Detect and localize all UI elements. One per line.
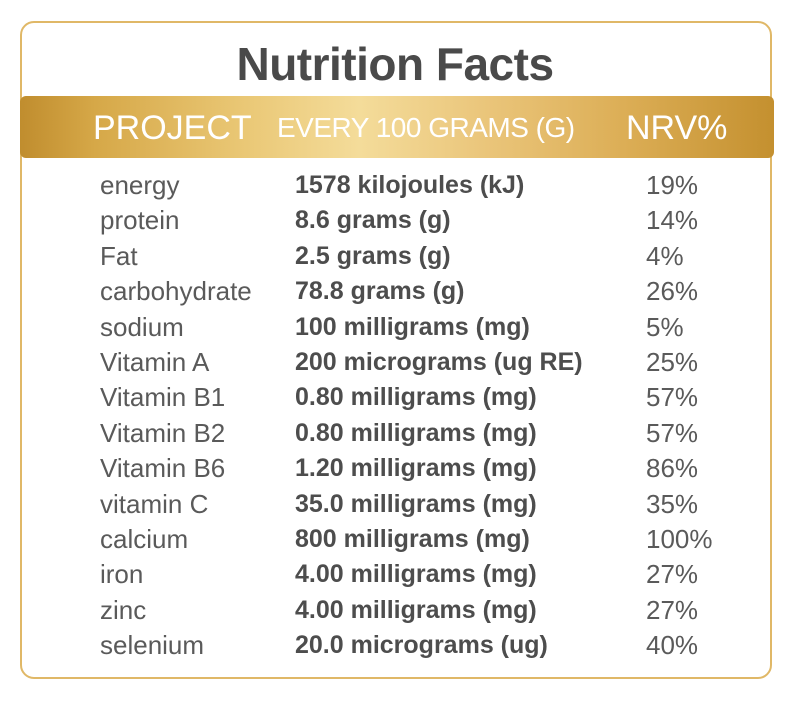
nutrient-amount: 20.0 micrograms (ug) [295,631,548,660]
table-row: sodium 100 milligrams (mg) 5% [0,310,790,345]
nutrient-amount: 100 milligrams (mg) [295,312,530,341]
nutrient-amount: 200 micrograms (ug RE) [295,347,583,376]
nutrient-nrv: 57% [646,417,699,448]
nutrient-name: calcium [100,523,189,554]
nutrient-nrv: 26% [646,276,699,307]
table-row: calcium 800 milligrams (mg) 100% [0,522,790,557]
nutrient-amount: 0.80 milligrams (mg) [295,418,537,447]
nutrient-amount: 8.6 grams (g) [295,206,451,235]
nutrient-name: Vitamin B6 [100,453,226,484]
nutrient-nrv: 100% [646,523,713,554]
page-title: Nutrition Facts [236,38,554,90]
table-row: Vitamin B6 1.20 milligrams (mg) 86% [0,451,790,486]
table-row: Fat 2.5 grams (g) 4% [0,239,790,274]
header-project: PROJECT [93,109,252,147]
nutrient-name: Fat [100,240,138,271]
nutrient-name: carbohydrate [100,276,252,307]
nutrient-amount: 1578 kilojoules (kJ) [295,171,525,199]
nutrient-name: zinc [100,594,147,625]
header-nrv: NRV% [626,109,728,147]
nutrient-amount: 0.80 milligrams (mg) [295,383,537,412]
table-row: carbohydrate 78.8 grams (g) 26% [0,274,790,309]
nutrient-nrv: 25% [646,346,699,377]
nutrient-amount: 4.00 milligrams (mg) [295,560,537,589]
table-row: iron 4.00 milligrams (mg) 27% [0,557,790,592]
table-row: protein 8.6 grams (g) 14% [0,203,790,238]
nutrient-name: selenium [100,630,205,661]
nutrient-amount: 1.20 milligrams (mg) [295,454,537,483]
nutrient-amount: 800 milligrams (mg) [295,524,530,553]
nutrient-nrv: 40% [646,630,699,661]
nutrient-name: Vitamin B2 [100,417,226,448]
nutrient-nrv: 27% [646,594,699,625]
table-row: energy 1578 kilojoules (kJ) 19% [0,168,790,203]
table-row: Vitamin A 200 micrograms (ug RE) 25% [0,345,790,380]
nutrient-name: protein [100,205,180,236]
nutrient-name: energy [100,170,180,200]
nutrient-amount: 35.0 milligrams (mg) [295,489,537,518]
nutrient-nrv: 57% [646,382,699,413]
nutrient-amount: 78.8 grams (g) [295,277,465,306]
nutrient-nrv: 5% [646,311,684,342]
nutrient-name: vitamin C [100,488,209,519]
nutrient-amount: 4.00 milligrams (mg) [295,595,537,624]
table-row: selenium 20.0 micrograms (ug) 40% [0,628,790,663]
nutrient-nrv: 35% [646,488,699,519]
table-row: Vitamin B1 0.80 milligrams (mg) 57% [0,380,790,415]
table-row: Vitamin B2 0.80 milligrams (mg) 57% [0,416,790,451]
nutrient-nrv: 4% [646,240,684,271]
nutrient-name: iron [100,559,144,590]
nutrient-name: sodium [100,311,184,342]
nutrient-nrv: 86% [646,453,699,484]
nutrition-table-body: energy 1578 kilojoules (kJ) 19% protein … [0,168,790,663]
table-row: vitamin C 35.0 milligrams (mg) 35% [0,487,790,522]
nutrient-name: Vitamin B1 [100,382,226,413]
nutrient-nrv: 19% [646,170,699,200]
nutrient-nrv: 14% [646,205,699,236]
table-header-band: PROJECT EVERY 100 GRAMS (G) NRV% [20,96,774,158]
header-per-100g: EVERY 100 GRAMS (G) [277,112,575,143]
table-row: zinc 4.00 milligrams (mg) 27% [0,593,790,628]
nutrient-name: Vitamin A [100,346,210,377]
nutrient-nrv: 27% [646,559,699,590]
nutrient-amount: 2.5 grams (g) [295,241,451,270]
